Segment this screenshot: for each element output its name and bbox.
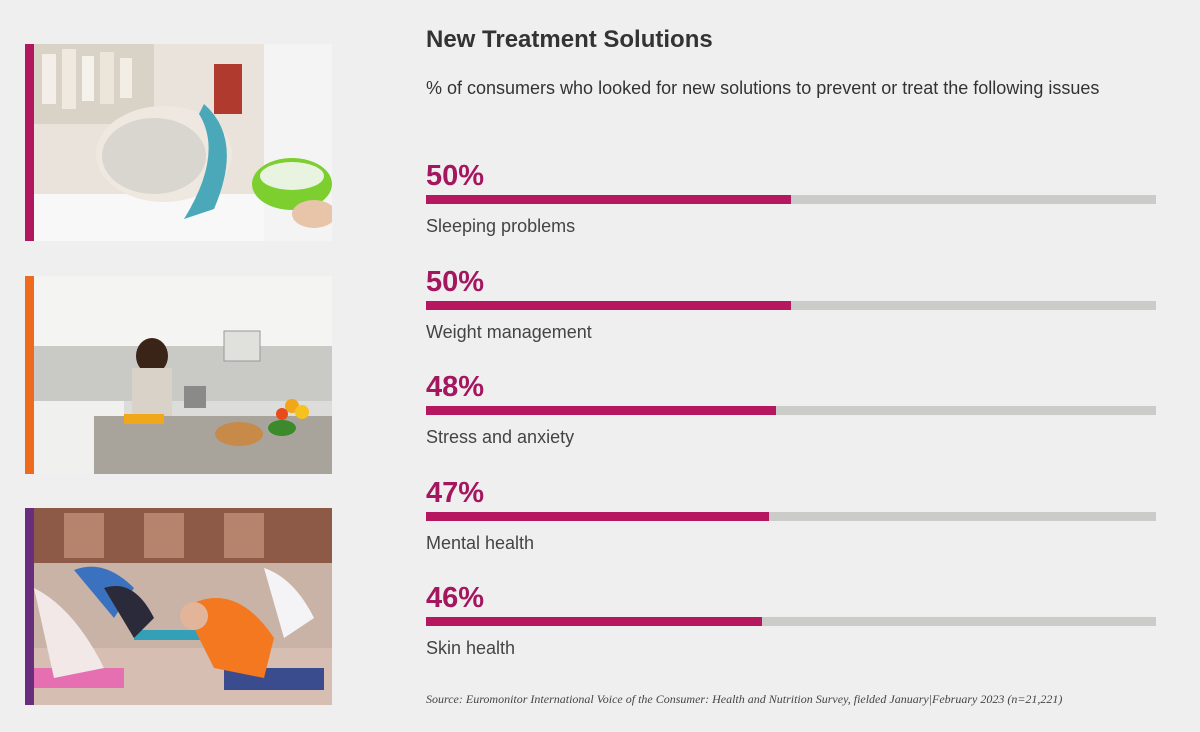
yoga-class-image	[34, 508, 332, 705]
bar-track	[426, 406, 1156, 415]
bar-category-label: Mental health	[426, 532, 535, 553]
bar	[426, 406, 777, 415]
bar-category-label: Stress and anxiety	[426, 427, 575, 447]
bar-value-label: 47%	[426, 476, 485, 509]
yoga-class-photo	[25, 508, 332, 705]
bar-category-label: Sleeping problems	[426, 216, 576, 236]
kitchen-cooking-image	[34, 276, 332, 474]
bar	[426, 300, 791, 310]
bar-value-label: 46%	[426, 582, 485, 614]
bar-value-label: 50%	[426, 160, 485, 192]
photo-accent-bar	[25, 44, 34, 241]
facial-mask-image	[34, 44, 332, 241]
kitchen-cooking-photo	[25, 276, 332, 474]
chart-subtitle: % of consumers who looked for new soluti…	[426, 78, 1100, 98]
facial-mask-photo	[25, 44, 332, 241]
photo-accent-bar	[25, 276, 34, 474]
bar	[426, 617, 762, 626]
bar-category-label: Skin health	[426, 638, 516, 658]
bar	[426, 195, 791, 204]
bar-value-label: 48%	[426, 371, 485, 403]
chart-title: New Treatment Solutions	[426, 26, 713, 53]
bar-value-label: 50%	[426, 265, 485, 298]
bar-track	[426, 195, 1156, 204]
bar-category-label: Weight management	[426, 321, 592, 342]
bar-track	[426, 511, 1156, 521]
source-note: Source: Euromonitor International Voice …	[426, 692, 1063, 706]
bar	[426, 511, 770, 521]
bar-track	[426, 300, 1156, 310]
bar-track	[426, 617, 1156, 626]
photo-accent-bar	[25, 508, 34, 705]
